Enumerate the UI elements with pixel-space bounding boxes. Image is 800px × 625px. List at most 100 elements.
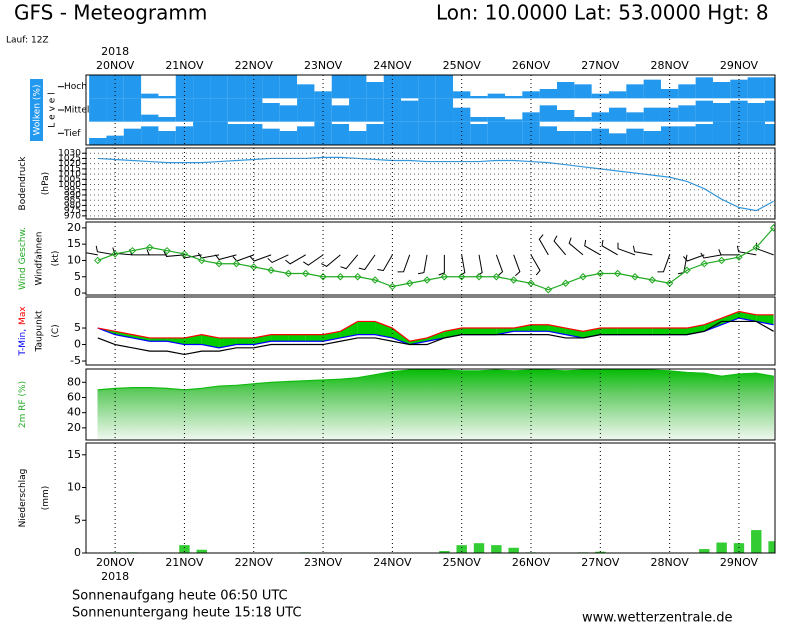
axis-label: (kt) (51, 251, 61, 267)
y-tick-label: 990 (64, 190, 81, 200)
x-tick-label: 23NOV (304, 556, 343, 569)
cloud-cover (401, 100, 419, 122)
wind-marker (544, 286, 553, 294)
area-fill (461, 370, 480, 440)
range-fill (201, 334, 220, 348)
cloud-cover (643, 107, 661, 122)
cloud-cover (245, 98, 263, 122)
title: GFS - Meteogramm (14, 1, 207, 25)
y-tick-label: 40 (67, 406, 81, 419)
label-part: Bodendruck (18, 156, 28, 211)
bar (768, 541, 775, 553)
range-fill (617, 328, 635, 335)
wind-marker (128, 246, 137, 255)
panel-border (85, 442, 776, 554)
wind-marker (284, 269, 293, 278)
label-part: Wind Geschw. (18, 227, 28, 290)
wind-barb (438, 254, 445, 276)
bar (439, 551, 450, 553)
panel-border (85, 147, 776, 220)
cloud-cover (210, 121, 228, 145)
axis-label: T-Min, Max (18, 306, 28, 357)
label-part: (C) (51, 324, 61, 337)
cloud-cover (660, 89, 679, 99)
axis-label: Bodendruck (18, 156, 28, 211)
cloud-cover (505, 119, 523, 122)
range-fill (340, 321, 358, 338)
axis-label: (mm) (41, 486, 51, 511)
label-part: Windfahnen (34, 232, 44, 286)
x-tick-label: 20NOV (96, 556, 135, 569)
cloud-cover (591, 128, 609, 145)
cloud-cover (123, 98, 142, 122)
wind-marker (596, 269, 605, 278)
y-tick-label: 80 (67, 375, 81, 388)
wind-barb (601, 239, 618, 256)
range-fill (288, 334, 306, 342)
cloud-cover (262, 103, 280, 122)
wind-barb (718, 249, 739, 256)
wind-barb (215, 254, 237, 261)
wind-marker (475, 273, 483, 281)
y-tick-label: 20 (67, 421, 81, 434)
level-label: Hoch (64, 82, 87, 92)
cloud-cover (89, 138, 107, 145)
wind-marker (198, 256, 206, 265)
cloud-cover (279, 131, 298, 145)
wind-marker (163, 246, 171, 255)
area-fill (357, 374, 376, 440)
cloud-cover (470, 124, 488, 145)
cloud-cover (141, 114, 159, 122)
panel (86, 75, 775, 145)
y-tick-label: 0 (74, 286, 81, 299)
y-tick-label: 975 (64, 206, 81, 216)
wind-barb (736, 245, 757, 256)
wind-marker (769, 224, 775, 232)
bar (716, 542, 727, 553)
bar (473, 543, 485, 553)
axis-label: (hPa) (41, 172, 51, 195)
wind-marker (440, 273, 449, 281)
x-tick-label: 24NOV (373, 556, 412, 569)
cloud-cover (245, 75, 263, 99)
wind-barb (249, 254, 272, 262)
wind-marker (336, 273, 345, 281)
bar (491, 545, 502, 553)
cloud-cover (539, 105, 558, 122)
wind-marker (561, 279, 570, 287)
x-year: 2018 (101, 45, 129, 58)
cloud-cover (331, 105, 350, 122)
range-fill (149, 337, 168, 342)
cloud-cover (418, 98, 436, 122)
location: Lon: 10.0000 Lat: 53.0000 Hgt: 8 (436, 1, 769, 25)
wind-marker (457, 273, 466, 281)
wind-barb (397, 254, 411, 273)
cloud-cover (660, 107, 679, 122)
run: Lauf: 12Z (6, 36, 49, 46)
cloud-cover (643, 79, 661, 99)
wind-marker (631, 273, 639, 281)
area-fill (669, 370, 688, 440)
range-fill (392, 328, 410, 345)
wind-barb (495, 254, 504, 277)
cloud-cover (418, 75, 436, 99)
cloud-cover (522, 112, 540, 122)
range-fill (531, 324, 549, 332)
cloud-cover (89, 98, 107, 122)
cloud-cover (331, 75, 350, 99)
wind-barb (146, 249, 168, 256)
area-fill (305, 379, 324, 440)
cloud-cover (608, 133, 627, 145)
cloud-cover (712, 82, 731, 99)
y-tick-label: 985 (64, 196, 81, 206)
x-tick-label: 27NOV (581, 59, 620, 72)
x-tick-label: 20NOV (96, 59, 135, 72)
label-part: (kt) (51, 251, 61, 267)
area-fill (582, 369, 601, 440)
wind-marker (302, 269, 310, 278)
cloud-cover (626, 84, 644, 99)
cloud-cover (383, 98, 402, 122)
range-fill (652, 328, 670, 335)
y-tick-label: 5 (74, 270, 81, 283)
